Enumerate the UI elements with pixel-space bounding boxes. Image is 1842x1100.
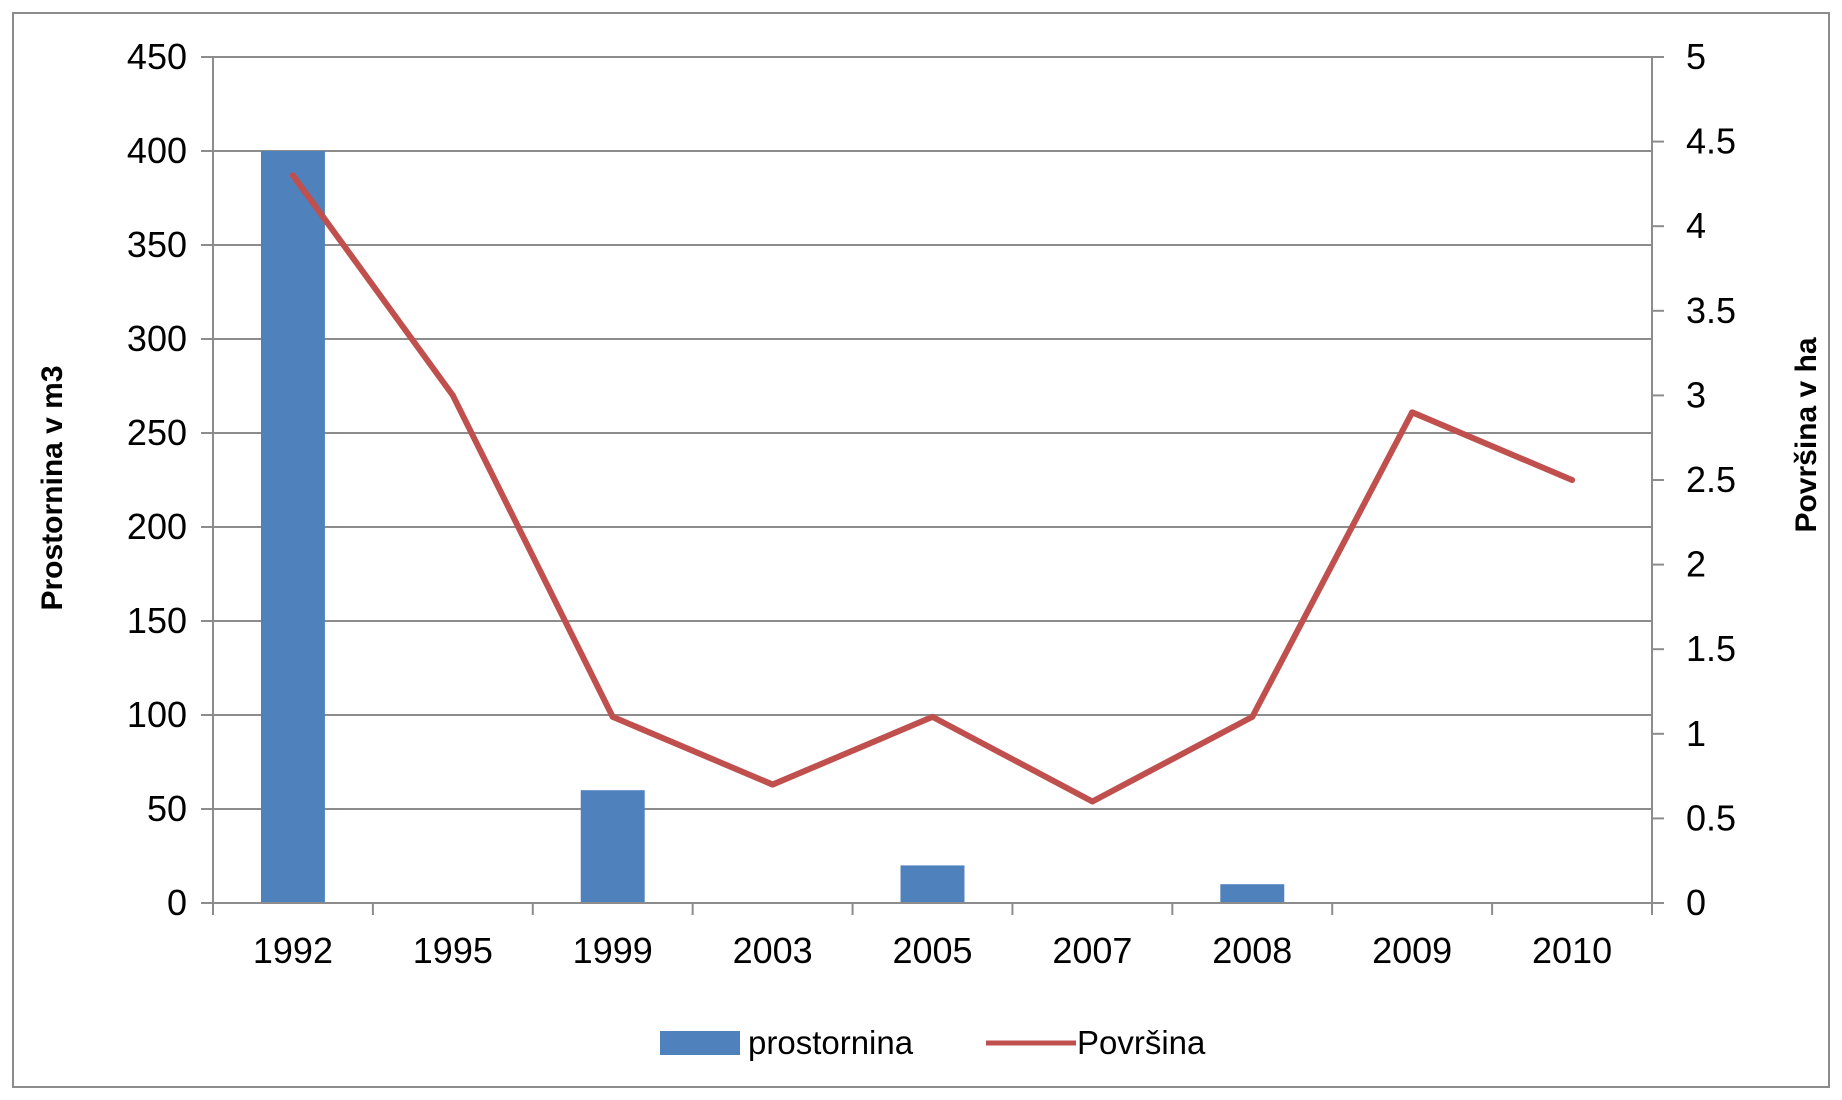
grid-lines bbox=[213, 56, 1652, 810]
x-tick-label: 2007 bbox=[1052, 930, 1132, 971]
y2-tick-label: 4 bbox=[1686, 205, 1706, 246]
y2-tick-label: 2 bbox=[1686, 544, 1706, 585]
legend-label-povrsina: Površina bbox=[1077, 1024, 1206, 1061]
y2-tick-label: 3 bbox=[1686, 374, 1706, 415]
y-tick-label: 400 bbox=[127, 130, 187, 171]
y-tick-label: 450 bbox=[127, 36, 187, 77]
line-point bbox=[1569, 477, 1576, 483]
x-tick-label: 2008 bbox=[1212, 930, 1292, 971]
y-tick-label: 350 bbox=[127, 224, 187, 265]
y-tick-label: 50 bbox=[147, 788, 187, 829]
line-point bbox=[1089, 798, 1096, 805]
bar bbox=[900, 865, 965, 903]
x-tick-label: 2010 bbox=[1532, 930, 1612, 971]
line-point bbox=[289, 172, 296, 179]
y-tick-label: 250 bbox=[127, 412, 187, 453]
line-point bbox=[1249, 713, 1256, 720]
line-point bbox=[929, 713, 936, 720]
legend: prostornina Površina bbox=[660, 1024, 1206, 1061]
bar bbox=[260, 151, 325, 903]
y2-tick-label: 5 bbox=[1686, 36, 1706, 77]
bar bbox=[1220, 884, 1285, 903]
y2-tick-label: 0 bbox=[1686, 882, 1706, 923]
x-tick-label: 2003 bbox=[733, 930, 813, 971]
legend-label-prostornina: prostornina bbox=[748, 1024, 914, 1061]
line-point bbox=[769, 781, 776, 788]
y2-tick-label: 0.5 bbox=[1686, 797, 1736, 838]
axes bbox=[201, 56, 1664, 915]
x-tick-label: 2005 bbox=[892, 930, 972, 971]
x-tick-label: 2009 bbox=[1372, 930, 1452, 971]
x-tick-label: 1999 bbox=[573, 930, 653, 971]
y-tick-label: 200 bbox=[127, 506, 187, 547]
y-tick-label: 150 bbox=[127, 600, 187, 641]
y2-tick-label: 2.5 bbox=[1686, 459, 1736, 500]
x-tick-label: 1992 bbox=[253, 930, 333, 971]
y2-tick-label: 1.5 bbox=[1686, 628, 1736, 669]
line-point bbox=[609, 713, 616, 720]
line-point bbox=[449, 392, 456, 399]
y2-tick-label: 4.5 bbox=[1686, 121, 1736, 162]
y-tick-label: 300 bbox=[127, 318, 187, 359]
bar-series bbox=[260, 151, 1285, 903]
y-tick-label: 0 bbox=[167, 882, 187, 923]
y-axis-title: Prostornina v m3 bbox=[36, 365, 69, 610]
line-point bbox=[1409, 409, 1416, 416]
y-tick-label: 100 bbox=[127, 694, 187, 735]
y2-axis-title: Površina v ha bbox=[1790, 337, 1823, 532]
bar bbox=[580, 790, 645, 903]
x-tick-label: 1995 bbox=[413, 930, 493, 971]
y2-tick-label: 1 bbox=[1686, 713, 1706, 754]
tick-labels: 0 50 100 150 200 250 300 350 400 450 0 0.5 1 1.5 2 2.5 3… bbox=[127, 36, 1736, 971]
legend-swatch-prostornina bbox=[660, 1031, 740, 1055]
line-path bbox=[289, 172, 1576, 805]
line-series bbox=[289, 172, 1576, 805]
y2-tick-label: 3.5 bbox=[1686, 290, 1736, 331]
